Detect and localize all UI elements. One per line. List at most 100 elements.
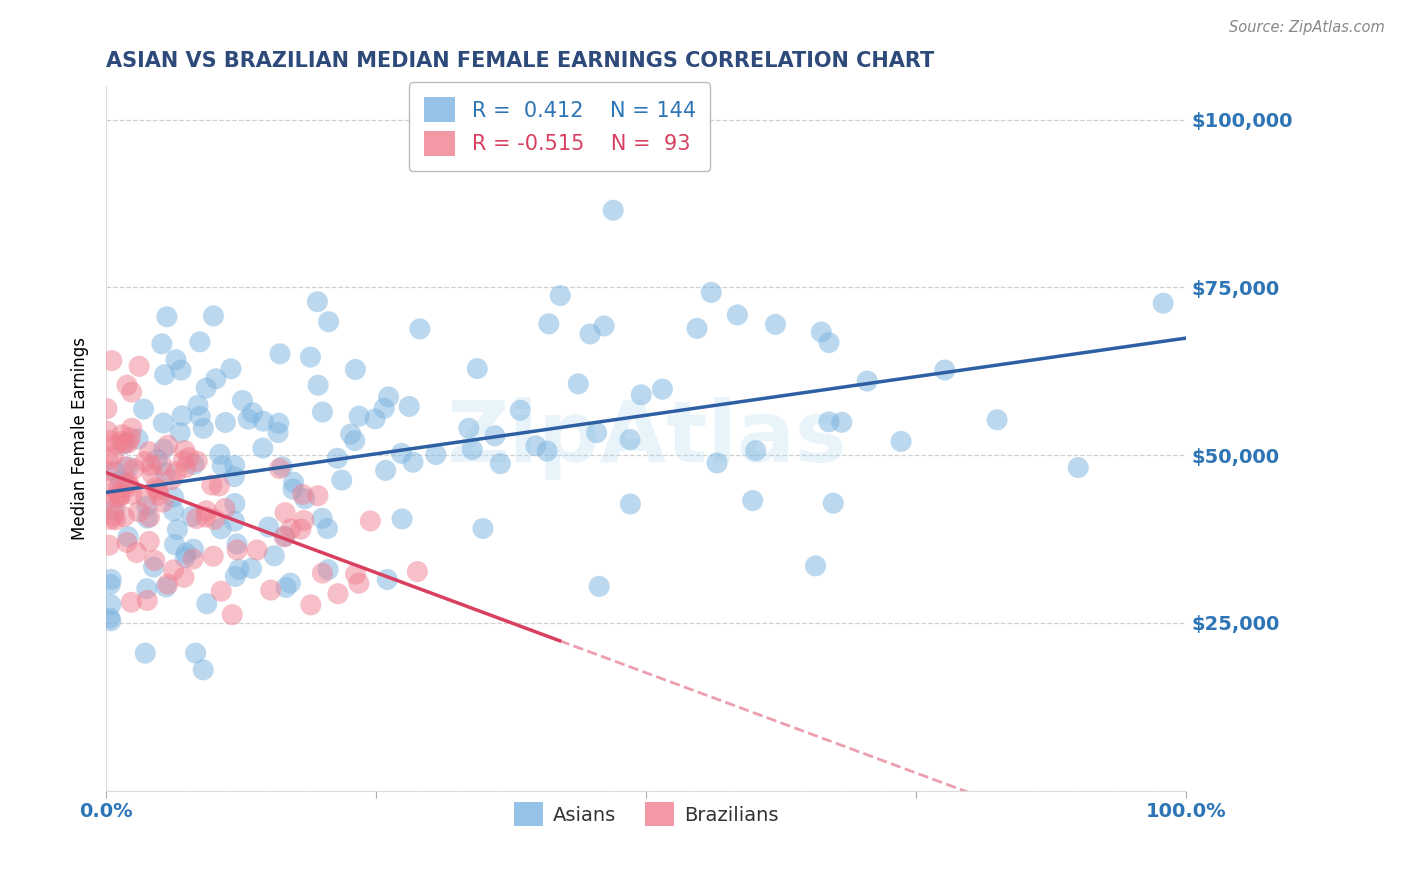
Point [100, 614, 122, 628]
Point [700, 285, 723, 300]
Point [269, 347, 291, 361]
Point [292, 513, 315, 527]
Point [170, 409, 193, 423]
Point [135, 582, 157, 596]
Point [115, 378, 138, 392]
Point [409, 322, 432, 336]
Point [122, 461, 145, 475]
Point [186, 454, 208, 468]
Point [425, 448, 447, 462]
Point [214, 416, 236, 430]
Point [104, 513, 127, 527]
Point [188, 409, 211, 424]
Point [281, 482, 304, 496]
Point [283, 475, 305, 490]
Point [269, 461, 291, 475]
Point [221, 607, 243, 622]
Point [307, 294, 329, 309]
Point [177, 450, 200, 465]
Point [318, 315, 340, 329]
Point [344, 362, 367, 376]
Point [174, 460, 197, 475]
Point [156, 577, 179, 591]
Point [267, 425, 290, 440]
Point [100, 512, 122, 526]
Point [97, 478, 120, 492]
Point [165, 352, 187, 367]
Point [202, 309, 225, 323]
Point [211, 458, 233, 473]
Point [204, 512, 226, 526]
Point [183, 458, 205, 472]
Point [818, 415, 841, 429]
Point [263, 549, 285, 563]
Point [103, 508, 125, 523]
Point [267, 416, 290, 430]
Point [120, 431, 142, 445]
Point [100, 598, 122, 612]
Point [299, 350, 322, 364]
Point [585, 425, 607, 440]
Point [152, 495, 174, 509]
Point [226, 537, 249, 551]
Point [686, 321, 709, 335]
Point [155, 465, 177, 479]
Point [619, 497, 641, 511]
Point [118, 479, 141, 493]
Point [174, 550, 197, 565]
Point [630, 388, 652, 402]
Point [117, 435, 139, 450]
Point [153, 368, 176, 382]
Point [107, 481, 129, 495]
Point [146, 483, 169, 497]
Point [406, 565, 429, 579]
Point [330, 473, 353, 487]
Point [188, 334, 211, 349]
Point [96, 424, 118, 438]
Point [174, 546, 197, 560]
Point [169, 425, 191, 440]
Point [273, 530, 295, 544]
Point [98, 434, 121, 448]
Point [194, 510, 217, 524]
Point [311, 566, 333, 581]
Point [107, 486, 129, 500]
Point [359, 514, 381, 528]
Point [260, 583, 283, 598]
Point [391, 512, 413, 526]
Point [537, 317, 560, 331]
Point [280, 522, 302, 536]
Point [98, 538, 121, 552]
Point [184, 646, 207, 660]
Point [108, 490, 131, 504]
Point [120, 595, 142, 609]
Point [134, 646, 156, 660]
Point [934, 363, 956, 377]
Point [142, 560, 165, 574]
Point [291, 487, 314, 501]
Point [117, 460, 139, 475]
Point [104, 465, 127, 479]
Point [461, 442, 484, 457]
Point [252, 414, 274, 428]
Point [364, 412, 387, 426]
Point [347, 409, 370, 424]
Point [98, 611, 121, 625]
Point [374, 463, 396, 477]
Point [163, 537, 186, 551]
Point [831, 415, 853, 429]
Point [209, 584, 232, 599]
Point [209, 522, 232, 536]
Point [112, 509, 135, 524]
Point [115, 535, 138, 549]
Point [170, 363, 193, 377]
Point [274, 506, 297, 520]
Point [524, 439, 547, 453]
Point [103, 503, 125, 517]
Point [818, 335, 841, 350]
Point [228, 562, 250, 576]
Point [326, 451, 349, 466]
Point [588, 579, 610, 593]
Point [114, 436, 136, 450]
Point [471, 521, 494, 535]
